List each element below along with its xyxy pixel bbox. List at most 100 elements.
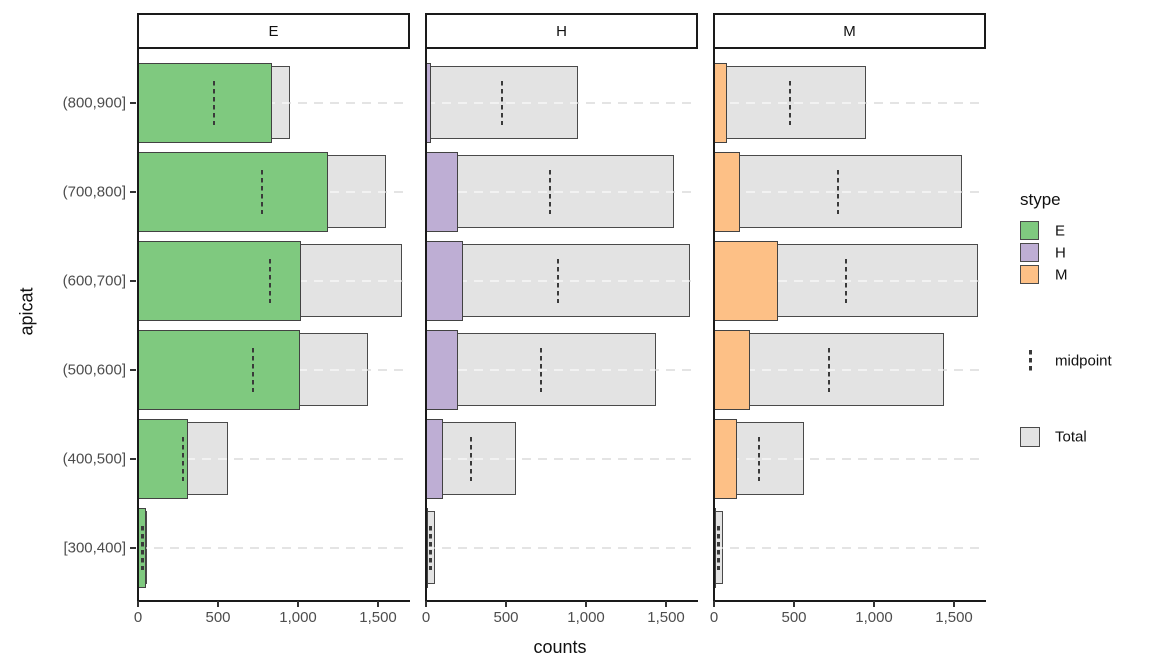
midpoint-marker-E-5 [141,525,144,570]
midpoint-marker-H-4 [469,436,473,481]
stype-bar-H-3 [426,329,458,410]
midpoint-marker-M-3 [827,347,831,392]
y-tick-label: (800,900] [62,94,126,111]
legend-label-E: E [1055,222,1066,240]
y-tick-label: (700,800] [62,183,126,200]
stype-bar-M-2 [714,240,778,321]
midpoint-marker-E-0 [212,80,216,125]
midpoint-marker-E-2 [268,258,272,303]
midpoint-marker-E-1 [260,169,264,214]
x-axis-line [425,600,698,602]
midpoint-marker-H-1 [548,169,552,214]
x-tick-label: 1,000 [855,609,893,626]
x-tick [425,601,427,607]
y-axis-title: apicat [16,287,37,336]
legend-swatch-M-icon [1020,265,1039,284]
midpoint-marker-H-0 [500,80,504,125]
legend-title: stype [1020,190,1061,209]
legend-midpoint-label: midpoint [1055,352,1112,370]
midpoint-dashed-line-icon [1029,350,1032,372]
facet-panel-M: 0 500 1,000 1,500 [710,49,986,626]
legend-swatch-E-icon [1020,221,1039,240]
y-tick [130,368,136,371]
x-tick-label: 1,000 [279,609,317,626]
x-tick-label: 1,000 [567,609,605,626]
x-axis-line [713,600,986,602]
x-tick [953,601,955,607]
y-axis-line [137,49,139,601]
x-tick-label: 0 [709,609,719,626]
midpoint-marker-E-3 [251,347,255,392]
midpoint-marker-M-2 [844,258,848,303]
x-axis-title: counts [533,637,587,657]
x-tick [217,601,219,607]
stype-bar-M-4 [714,418,738,499]
gridline [138,457,409,460]
y-tick-label: (600,700] [62,272,126,289]
facet-strip-H: H [425,13,698,49]
y-tick [130,546,136,549]
stype-bar-E-1 [138,151,329,232]
x-tick [793,601,795,607]
stype-bar-M-1 [714,151,740,232]
x-tick [505,601,507,607]
x-tick-label: 1,500 [647,609,685,626]
facet-strip-E: E [137,13,410,49]
midpoint-marker-H-3 [539,347,543,392]
stype-bar-H-2 [426,240,463,321]
legend-total-swatch-icon [1020,427,1040,447]
stype-bar-E-4 [138,418,188,499]
y-tick-label: (500,600] [62,361,126,378]
facet-strip-M: M [713,13,986,49]
x-tick [137,601,139,607]
stype-bar-E-2 [138,240,302,321]
midpoint-marker-H-2 [556,258,560,303]
gridline [714,546,985,549]
y-tick [130,101,136,104]
gridline [714,457,985,460]
x-tick [377,601,379,607]
midpoint-marker-M-1 [836,169,840,214]
midpoint-marker-M-4 [757,436,761,481]
gridline [426,457,697,460]
y-axis-line [425,49,427,601]
x-tick-label: 500 [493,609,519,626]
legend-label-H: H [1055,244,1066,262]
y-tick [130,190,136,193]
y-tick-label: [300,400] [63,539,126,556]
stype-bar-E-0 [138,62,273,143]
x-tick-label: 1,500 [359,609,397,626]
x-tick-label: 500 [781,609,807,626]
x-tick-label: 0 [421,609,431,626]
x-tick [873,601,875,607]
gridline [138,546,409,549]
stype-bar-H-4 [426,418,443,499]
facet-panel-E: 0 500 1,000 1,500 [134,49,410,626]
y-tick [130,279,136,282]
y-axis-line [713,49,715,601]
midpoint-marker-H-5 [429,525,432,570]
x-tick-label: 1,500 [935,609,973,626]
y-tick [130,457,136,460]
y-tick-label: (400,500] [62,450,126,467]
midpoint-marker-E-4 [181,436,185,481]
legend-total-label: Total [1055,428,1087,446]
legend-swatch-H-icon [1020,243,1039,262]
legend-label-M: M [1055,266,1068,284]
x-tick [297,601,299,607]
stype-bar-E-3 [138,329,301,410]
stype-bar-M-3 [714,329,750,410]
x-tick-label: 500 [205,609,231,626]
midpoint-marker-M-5 [717,525,720,570]
x-tick [585,601,587,607]
x-tick-label: 0 [133,609,143,626]
gridline [426,546,697,549]
x-tick [665,601,667,607]
x-tick [713,601,715,607]
facet-panel-H: 0 500 1,000 1,500 [422,49,698,626]
stype-bar-M-0 [714,62,727,143]
stype-bar-H-1 [426,151,458,232]
midpoint-marker-M-0 [788,80,792,125]
x-axis-line [137,600,410,602]
